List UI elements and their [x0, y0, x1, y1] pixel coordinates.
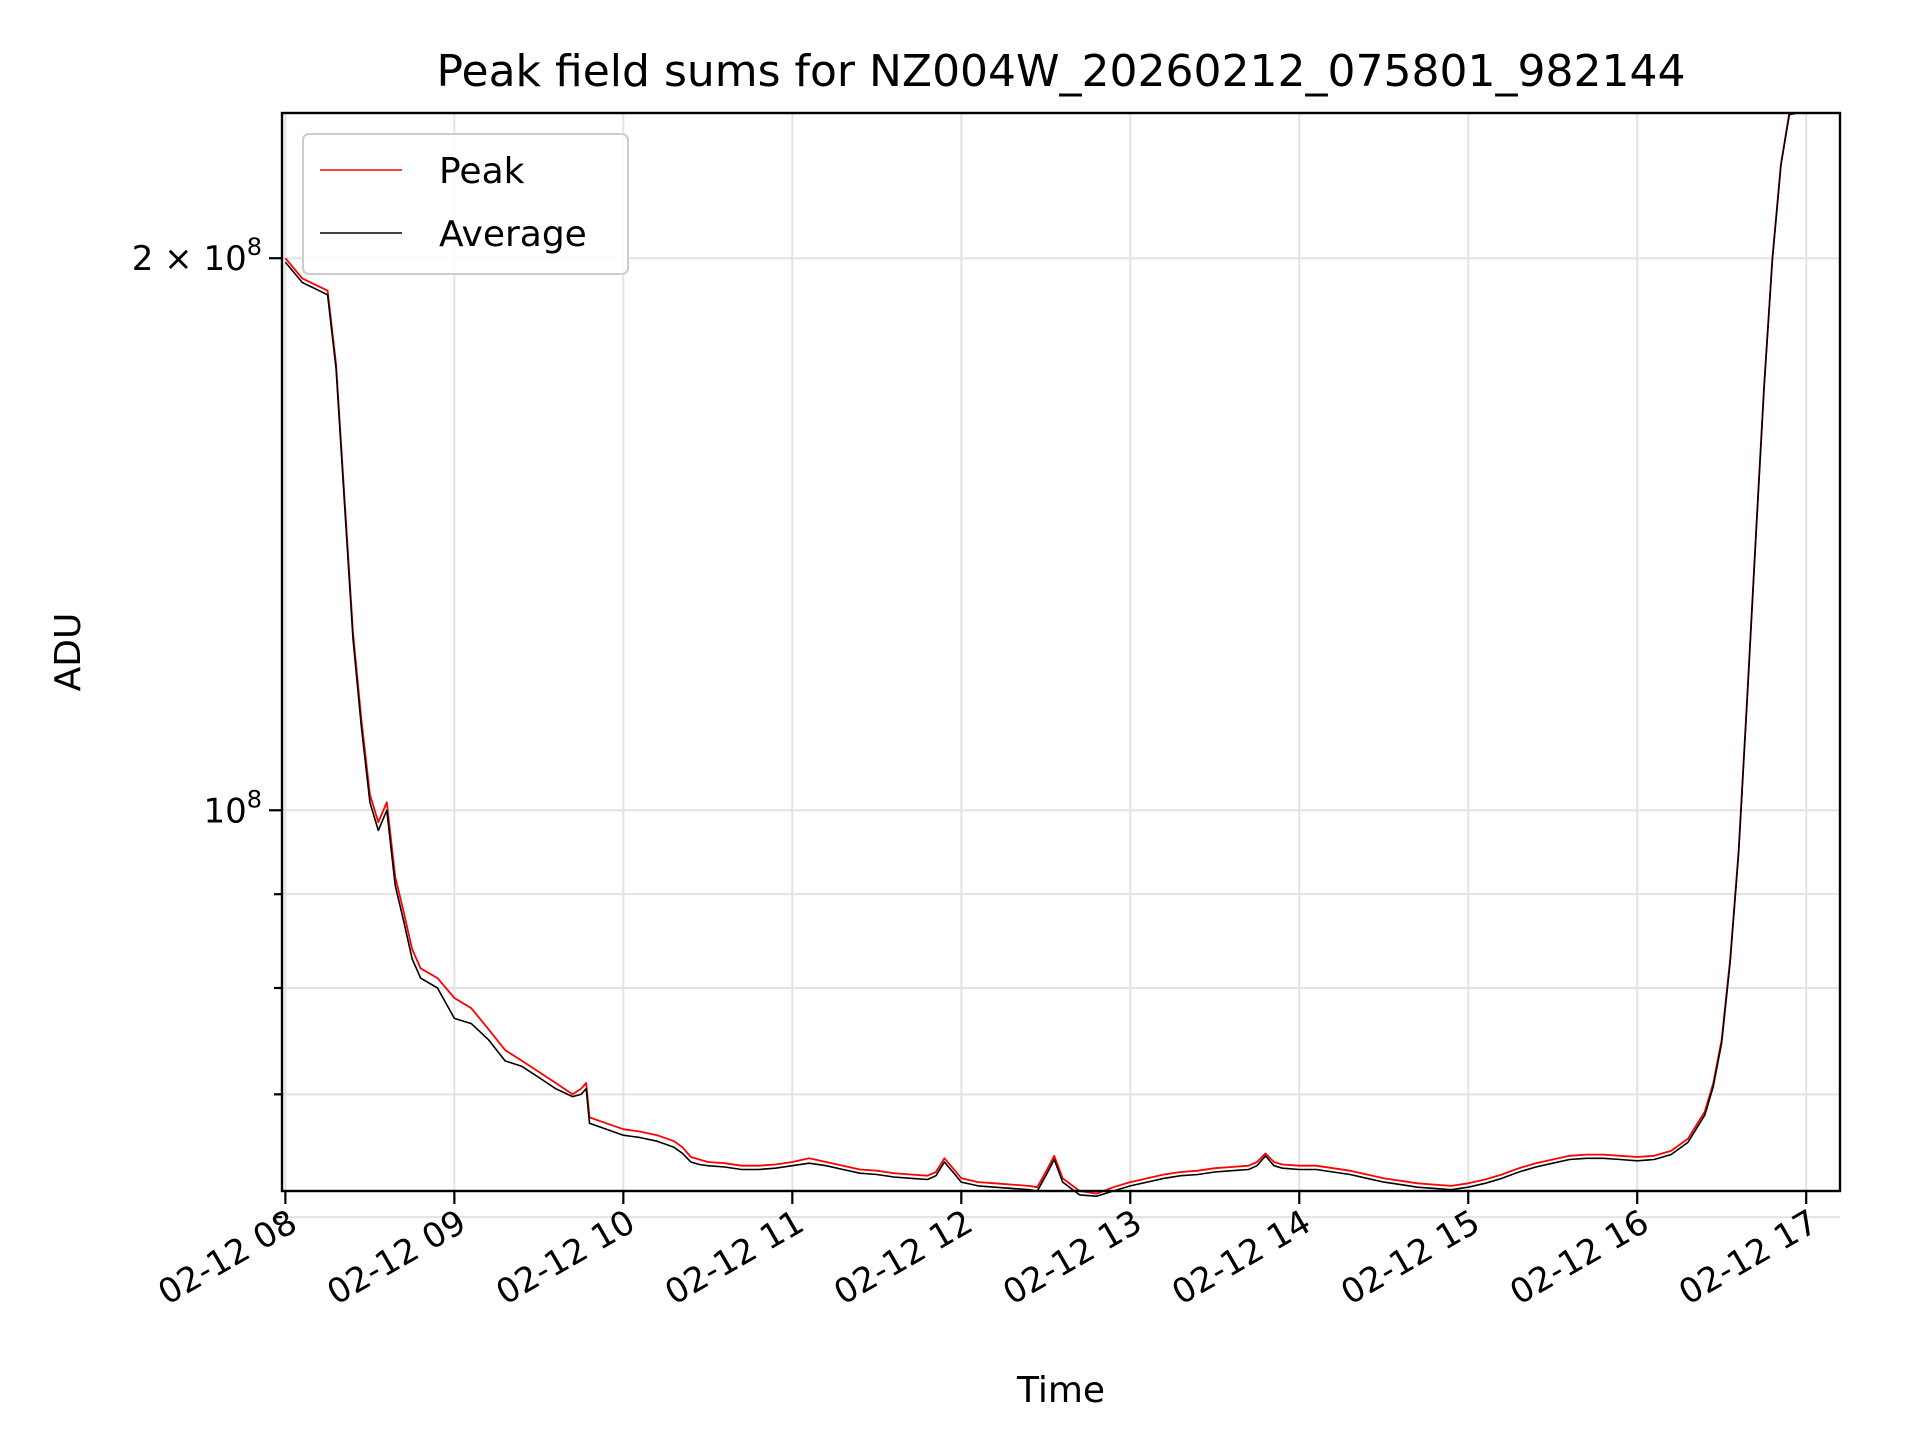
legend-average-label: Average: [439, 214, 587, 255]
y-axis: 108 2 × 108: [132, 233, 282, 1219]
y-tick-label: 108: [203, 785, 262, 831]
plot-area-frame: [280, 111, 1842, 1193]
series-average-line: [284, 112, 1807, 1197]
series-peak-line: [284, 112, 1807, 1195]
series-lines: [284, 112, 1807, 1197]
x-axis-label: Time: [1016, 1370, 1105, 1411]
legend-peak-label: Peak: [439, 151, 525, 192]
y-axis-label: ADU: [48, 613, 89, 692]
chart-title: Peak field sums for NZ004W_20260212_0758…: [437, 46, 1686, 97]
legend-box: [302, 133, 629, 275]
legend: Peak Average: [302, 133, 629, 275]
y-tick-label: 2 × 108: [132, 233, 262, 279]
